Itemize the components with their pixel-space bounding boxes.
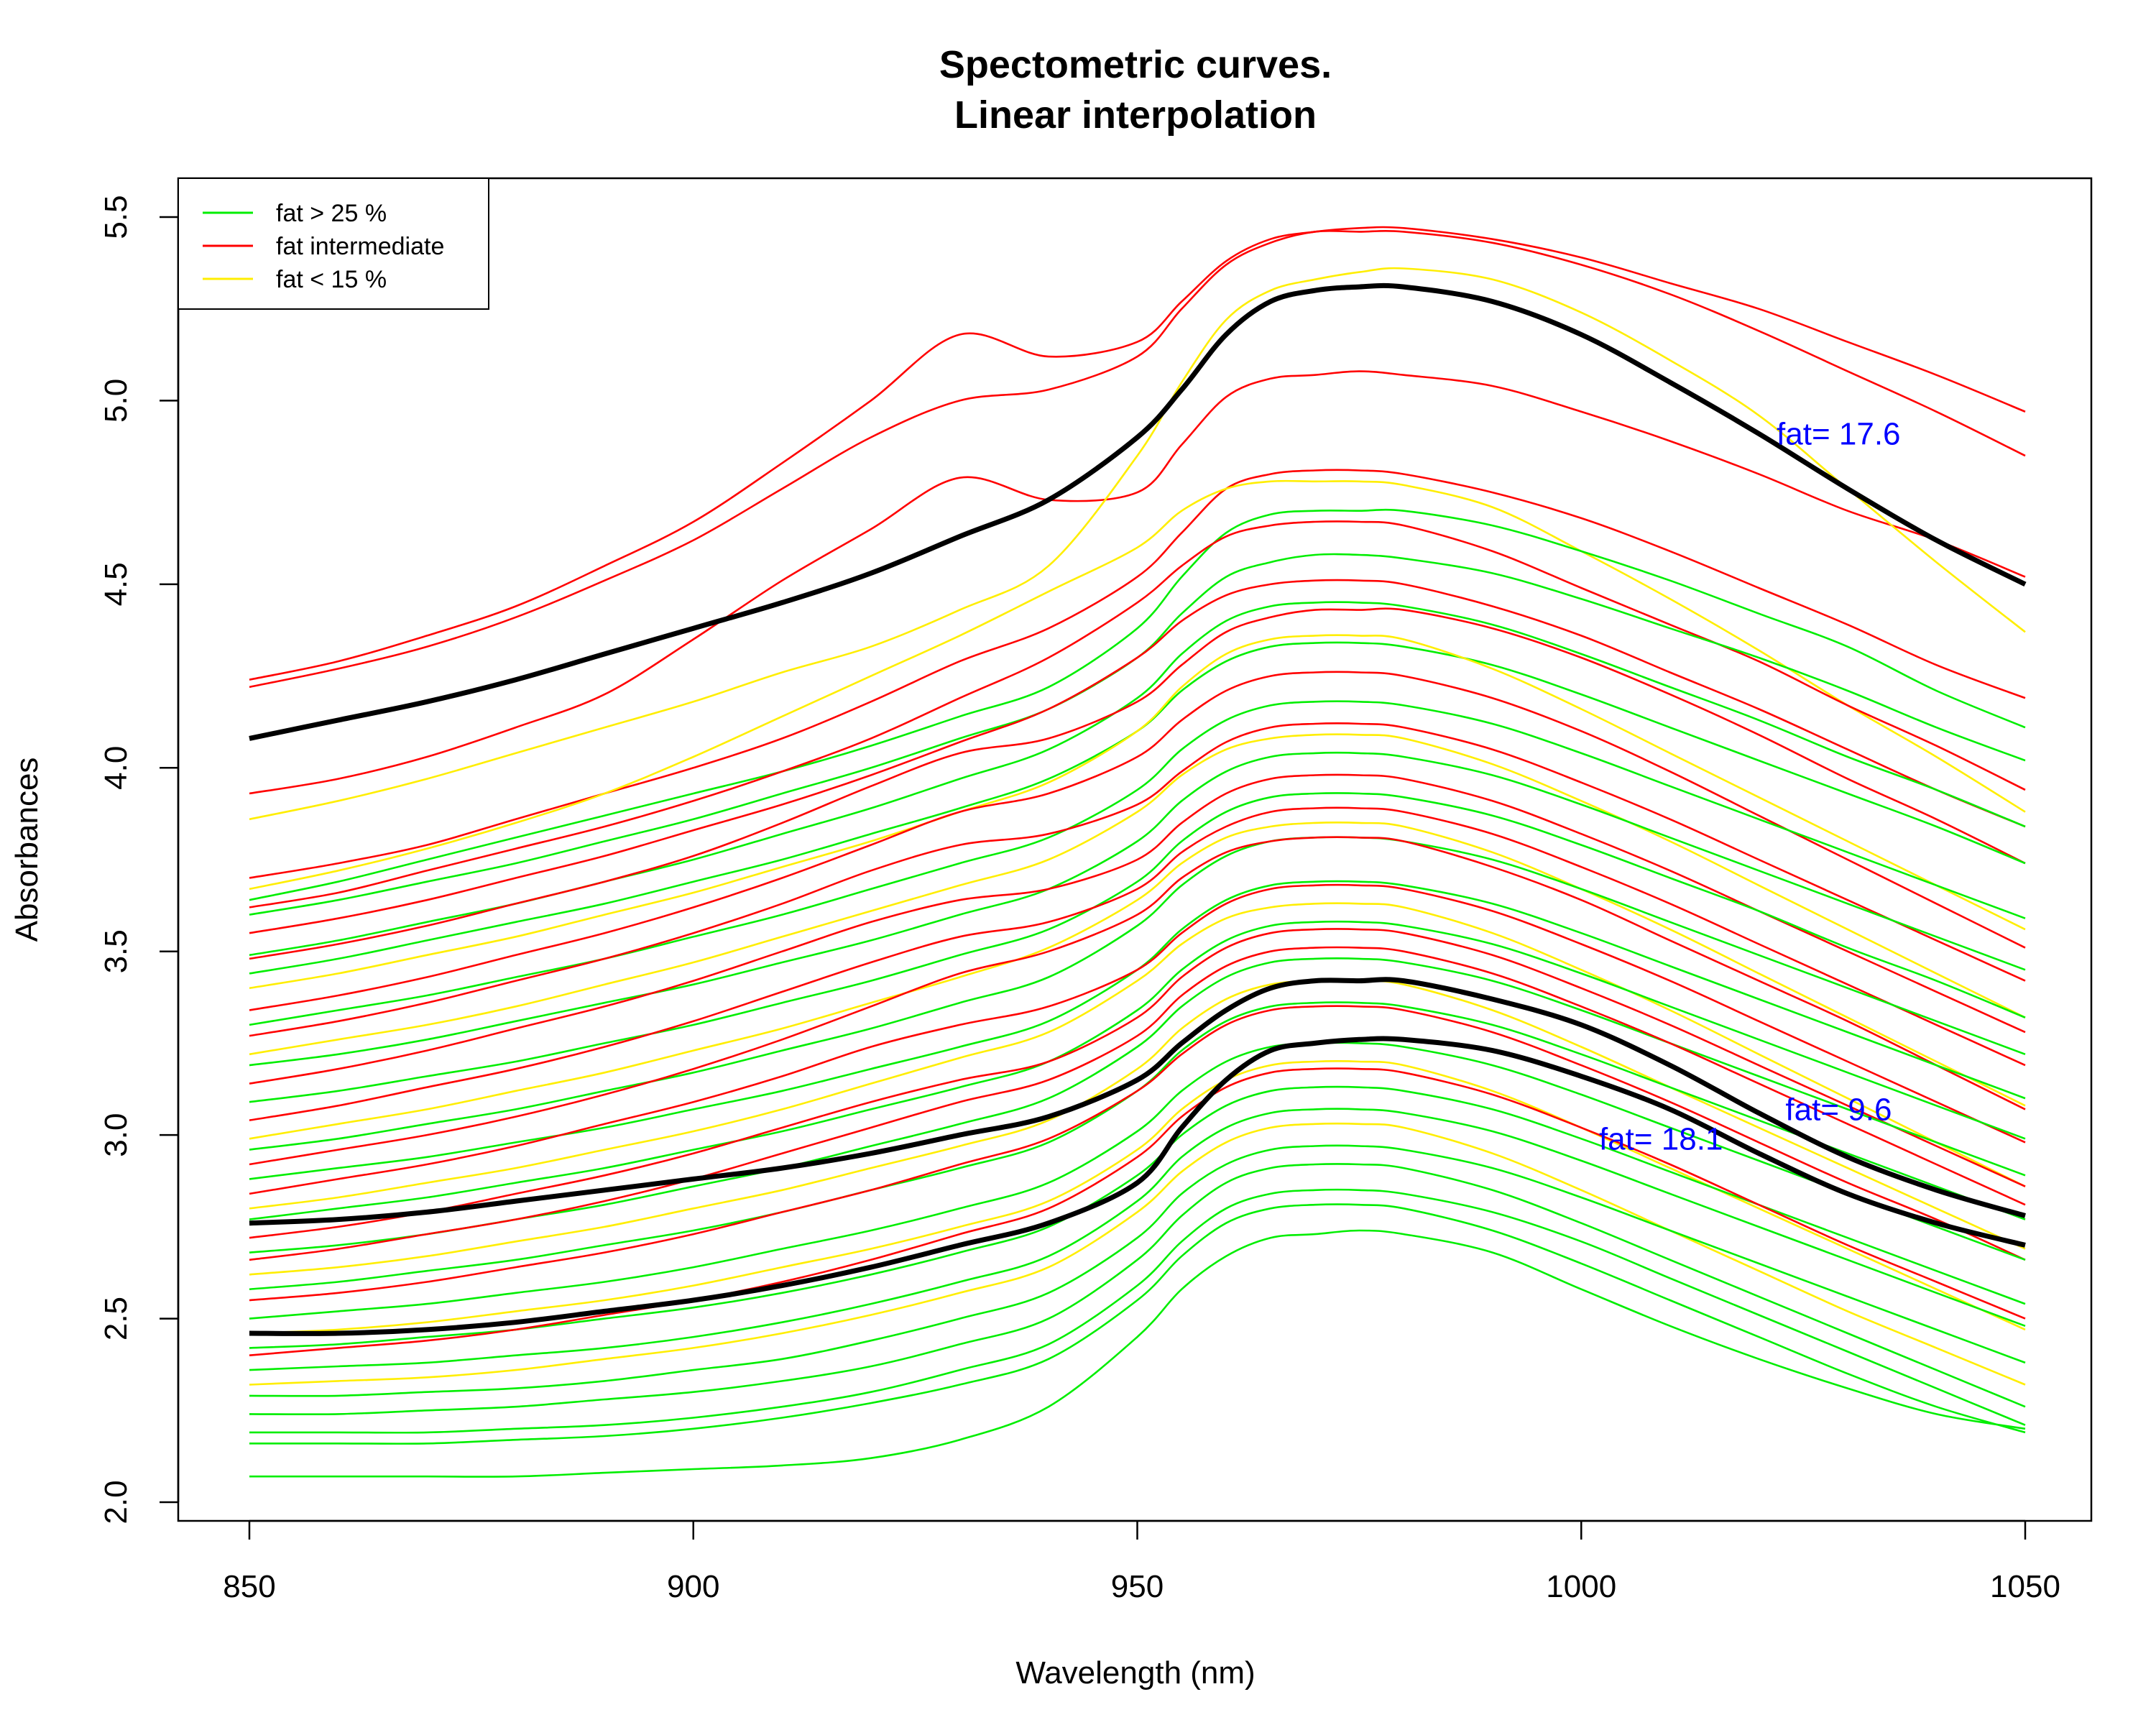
spectrum-line-41 — [249, 1122, 2026, 1386]
spectrum-line-18 — [249, 733, 2026, 1056]
spectrum-line-21 — [249, 792, 2026, 1103]
spectrum-line-20 — [249, 773, 2026, 1085]
spectrum-line-36 — [249, 1041, 2026, 1320]
y-tick-label: 3.5 — [98, 929, 134, 973]
spectrum-line-8 — [249, 520, 2026, 908]
spectrum-line-35 — [249, 1005, 2026, 1302]
annotation-layer: fat= 17.6 fat= 9.6 fat= 18.1 — [1599, 417, 1901, 1157]
chart-title: Spectometric curves. — [939, 43, 1332, 86]
x-tick-label: 900 — [667, 1569, 719, 1604]
highlighted-spectrum-2 — [249, 977, 2026, 1226]
spectrum-line-7 — [249, 508, 2026, 901]
spectrum-line-16 — [249, 700, 2026, 1026]
spectrum-line-23 — [249, 822, 2026, 1140]
series-layer — [249, 226, 2026, 1478]
legend-label: fat < 15 % — [276, 266, 387, 293]
highlighted-spectrum-3 — [249, 1036, 2026, 1336]
spectrum-line-25 — [249, 836, 2026, 1166]
spectrum-line-13 — [249, 641, 2026, 975]
y-axis-label: Absorbances — [9, 758, 45, 942]
spectrum-line-27 — [249, 883, 2026, 1195]
spectrum-line-33 — [249, 979, 2026, 1276]
spectrum-line-6 — [249, 479, 2026, 891]
fat-annotation-3: fat= 18.1 — [1599, 1122, 1723, 1157]
y-tick-label: 4.0 — [98, 746, 134, 790]
y-tick-label: 3.0 — [98, 1113, 134, 1157]
spectrum-line-17 — [249, 722, 2026, 1037]
spectrum-line-42 — [249, 1144, 2026, 1397]
spectrum-line-43 — [249, 1163, 2026, 1416]
spectrum-line-5 — [249, 469, 2026, 879]
x-tick-label: 1000 — [1546, 1569, 1616, 1604]
y-tick-label: 2.5 — [98, 1297, 134, 1340]
y-axis: 2.0 2.5 3.0 3.5 4.0 4.5 5.0 5.5 — [98, 195, 180, 1524]
spectrum-line-39 — [249, 1067, 2026, 1356]
y-tick-label: 5.0 — [98, 379, 134, 423]
y-tick-label: 5.5 — [98, 195, 134, 239]
highlighted-spectrum-1 — [249, 282, 2027, 741]
legend-label: fat intermediate — [276, 233, 444, 260]
spectrum-line-1 — [249, 226, 2026, 681]
spectrum-line-29 — [249, 920, 2026, 1220]
spectrum-line-40 — [249, 1108, 2026, 1371]
spectrum-line-10 — [249, 579, 2026, 934]
x-tick-label: 1050 — [1990, 1569, 2060, 1604]
legend-label: fat > 25 % — [276, 200, 387, 227]
spectrum-line-22 — [249, 806, 2026, 1121]
spectrum-line-14 — [249, 634, 2026, 990]
spectrum-line-15 — [249, 671, 2026, 1011]
spectrum-line-44 — [249, 1188, 2026, 1434]
spectrum-line-24 — [249, 836, 2026, 1151]
y-tick-label: 4.5 — [98, 562, 134, 606]
x-axis-label: Wavelength (nm) — [1015, 1655, 1255, 1690]
legend: fat > 25 % fat intermediate fat < 15 % — [178, 178, 489, 310]
spectrum-line-46 — [249, 1229, 2026, 1478]
chart-subtitle: Linear interpolation — [954, 93, 1317, 137]
fat-annotation-1: fat= 17.6 — [1777, 417, 1900, 452]
spectrum-line-34 — [249, 1001, 2026, 1290]
spectrum-line-45 — [249, 1203, 2026, 1445]
spectrum-line-28 — [249, 902, 2026, 1210]
highlighted-series-layer — [249, 282, 2027, 1336]
spectrum-line-38 — [249, 1085, 2026, 1349]
x-tick-label: 850 — [223, 1569, 275, 1604]
legend-box — [178, 178, 489, 310]
spectrum-line-3 — [249, 370, 2026, 795]
spectrum-line-4 — [249, 267, 2026, 821]
x-tick-label: 950 — [1111, 1569, 1164, 1604]
spectrum-line-32 — [249, 946, 2026, 1261]
spectrum-line-9 — [249, 553, 2026, 916]
spectrum-line-19 — [249, 751, 2026, 1067]
spectrum-line-30 — [249, 928, 2026, 1239]
spectrum-line-12 — [249, 607, 2026, 960]
fat-annotation-2: fat= 9.6 — [1785, 1092, 1892, 1128]
spectrum-line-2 — [249, 230, 2026, 689]
y-tick-label: 2.0 — [98, 1480, 134, 1524]
x-axis: 850 900 950 1000 1050 — [223, 1519, 2060, 1604]
spectrum-line-31 — [249, 957, 2026, 1254]
